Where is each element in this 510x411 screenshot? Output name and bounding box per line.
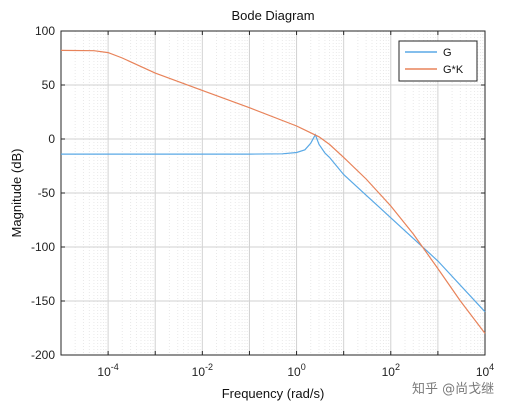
y-axis-label: Magnitude (dB) xyxy=(9,149,24,238)
legend: G G*K xyxy=(398,40,478,82)
y-tick-label: -100 xyxy=(31,240,55,254)
watermark-text: 知乎 @尚戈继 xyxy=(412,382,495,397)
y-tick-label: -150 xyxy=(31,294,55,308)
x-tick-label: 10-2 xyxy=(192,362,213,379)
x-tick-label: 102 xyxy=(382,362,400,379)
tick-labels: 100 50 0 -50 -100 -150 -200 10-4 10-2 100 102 104 xyxy=(31,24,494,379)
grid xyxy=(60,30,485,356)
legend-label: G xyxy=(443,47,452,59)
chart-title: Bode Diagram xyxy=(231,8,314,23)
y-tick-label: 50 xyxy=(42,78,56,92)
legend-box xyxy=(398,40,478,82)
y-tick-label: 0 xyxy=(48,132,55,146)
x-tick-label: 104 xyxy=(476,362,494,379)
legend-label: G*K xyxy=(443,64,464,76)
series-line-gk xyxy=(60,49,486,334)
x-tick-label: 10-4 xyxy=(97,362,118,379)
x-tick-label: 100 xyxy=(287,362,305,379)
y-tick-label: -200 xyxy=(31,348,55,362)
series-line-g xyxy=(61,133,486,313)
x-axis-label: Frequency (rad/s) xyxy=(222,386,325,401)
series-layer xyxy=(60,49,486,334)
y-tick-label: 100 xyxy=(35,24,55,38)
y-tick-label: -50 xyxy=(38,186,56,200)
plot-area xyxy=(60,30,486,356)
